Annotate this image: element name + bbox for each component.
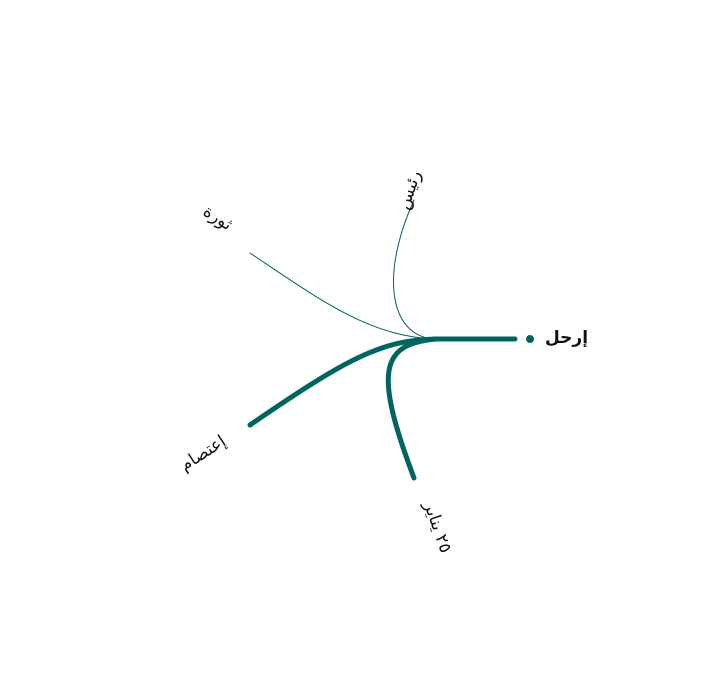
branch-label-iatisam: إعتصام xyxy=(177,431,230,475)
branch-label-thawra: ثورة xyxy=(199,201,236,235)
branch-label-yanayir: ٢٥ يناير xyxy=(419,498,455,555)
root-node-label: إرحل xyxy=(545,328,588,348)
edge-thawra xyxy=(249,252,437,340)
edge-raees xyxy=(393,199,437,340)
root-node-dot xyxy=(526,335,534,343)
branch-label-raees: رئيس xyxy=(394,168,426,212)
edge-yanayir xyxy=(385,336,439,481)
edge-iatisam xyxy=(247,336,518,428)
